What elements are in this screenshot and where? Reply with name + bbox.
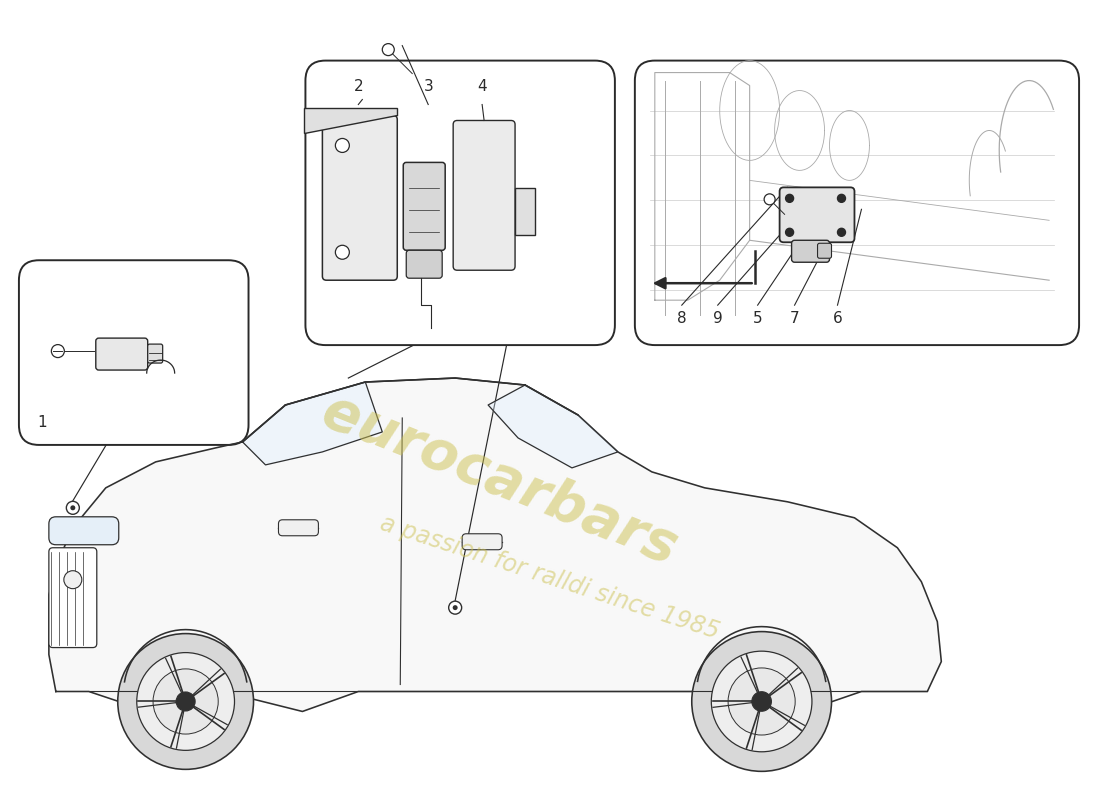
FancyBboxPatch shape [322, 115, 397, 280]
Circle shape [52, 345, 64, 358]
Circle shape [751, 692, 771, 711]
FancyBboxPatch shape [306, 61, 615, 345]
FancyBboxPatch shape [48, 517, 119, 545]
FancyBboxPatch shape [147, 344, 163, 363]
FancyBboxPatch shape [817, 243, 832, 258]
Circle shape [692, 631, 832, 771]
Circle shape [837, 194, 846, 202]
Text: 1: 1 [37, 415, 46, 430]
Circle shape [118, 634, 253, 770]
Text: a passion for ralldi since 1985: a passion for ralldi since 1985 [377, 511, 723, 644]
Circle shape [728, 668, 795, 735]
Circle shape [66, 502, 79, 514]
Polygon shape [515, 188, 535, 235]
Circle shape [136, 653, 234, 750]
Text: 8: 8 [676, 311, 686, 326]
Circle shape [785, 228, 793, 236]
FancyBboxPatch shape [453, 121, 515, 270]
Circle shape [453, 605, 458, 610]
FancyBboxPatch shape [780, 187, 855, 242]
Text: eurocarbars: eurocarbars [315, 384, 685, 576]
Text: 6: 6 [833, 311, 843, 326]
Circle shape [336, 138, 350, 153]
Text: 7: 7 [790, 311, 800, 326]
FancyBboxPatch shape [792, 240, 829, 262]
Text: 9: 9 [713, 311, 723, 326]
FancyBboxPatch shape [96, 338, 147, 370]
Polygon shape [242, 382, 383, 465]
FancyBboxPatch shape [19, 260, 249, 445]
FancyBboxPatch shape [462, 534, 502, 550]
Text: 3: 3 [424, 78, 433, 94]
Text: 4: 4 [477, 78, 487, 94]
FancyBboxPatch shape [278, 520, 318, 536]
Circle shape [785, 194, 793, 202]
Polygon shape [488, 385, 618, 468]
Text: 5: 5 [752, 311, 762, 326]
FancyBboxPatch shape [404, 162, 446, 250]
Circle shape [64, 570, 81, 589]
Circle shape [383, 44, 394, 55]
Circle shape [449, 601, 462, 614]
FancyBboxPatch shape [406, 250, 442, 278]
Polygon shape [305, 107, 397, 134]
Circle shape [336, 246, 350, 259]
Circle shape [70, 506, 75, 510]
Circle shape [712, 651, 812, 752]
Polygon shape [48, 378, 942, 714]
FancyBboxPatch shape [48, 548, 97, 647]
FancyBboxPatch shape [635, 61, 1079, 345]
Text: 2: 2 [353, 78, 363, 94]
Circle shape [764, 194, 776, 205]
Circle shape [837, 228, 846, 236]
Circle shape [176, 692, 195, 711]
Circle shape [153, 669, 218, 734]
